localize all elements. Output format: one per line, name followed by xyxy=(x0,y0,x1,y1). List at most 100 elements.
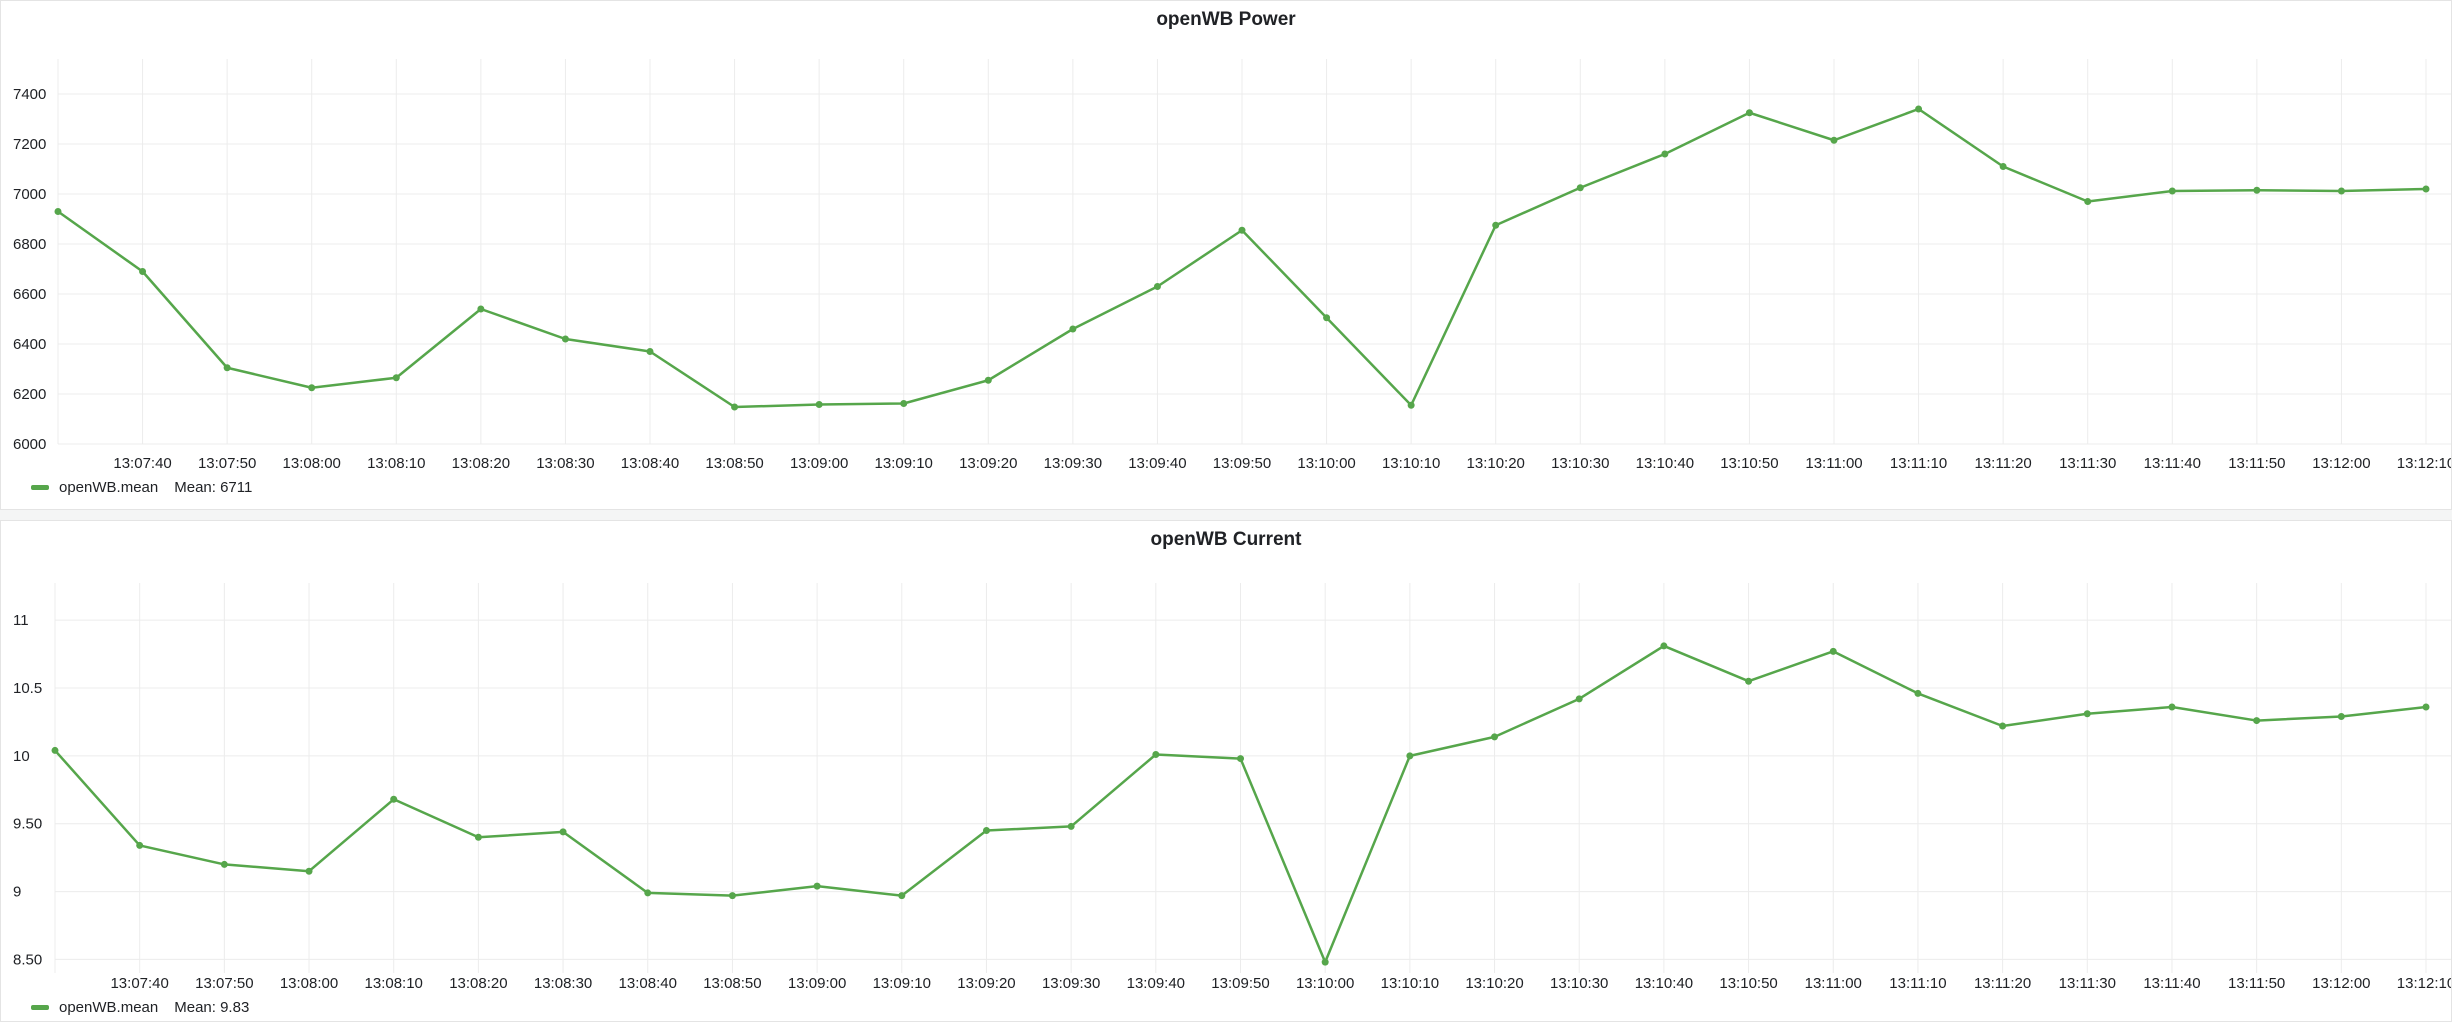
data-point xyxy=(1999,163,2007,170)
x-tick-label: 13:09:20 xyxy=(959,455,1017,471)
data-point xyxy=(728,892,736,900)
legend-series-label[interactable]: openWB.mean xyxy=(59,479,159,496)
legend-series-label[interactable]: openWB.mean xyxy=(59,999,159,1016)
data-point xyxy=(51,746,59,754)
data-point xyxy=(1914,689,1922,697)
legend[interactable]: openWB.mean Mean: 9.83 xyxy=(31,999,249,1016)
y-tick-label: 11 xyxy=(13,612,29,629)
x-tick-label: 13:08:20 xyxy=(449,975,507,991)
data-point xyxy=(1575,695,1583,703)
x-tick-label: 13:12:00 xyxy=(2312,455,2370,471)
data-point xyxy=(815,401,823,408)
data-point xyxy=(1830,136,1838,144)
data-point xyxy=(984,376,992,384)
x-tick-label: 13:10:20 xyxy=(1465,975,1523,991)
x-tick-label: 13:09:10 xyxy=(873,975,931,991)
data-point xyxy=(54,208,62,215)
data-point xyxy=(2422,703,2430,711)
data-point xyxy=(1492,221,1500,229)
data-point xyxy=(900,400,908,407)
data-point xyxy=(561,335,569,343)
legend-mean-stat: Mean: 9.83 xyxy=(174,999,250,1016)
y-tick-label: 9.50 xyxy=(13,816,42,833)
x-tick-label: 13:08:00 xyxy=(280,975,338,991)
data-point xyxy=(305,867,313,875)
x-tick-label: 13:07:40 xyxy=(113,455,171,471)
x-tick-label: 13:10:20 xyxy=(1467,455,1525,471)
data-point xyxy=(813,882,821,890)
data-point xyxy=(1660,642,1668,650)
data-point xyxy=(646,348,654,355)
y-tick-label: 10 xyxy=(13,748,30,765)
data-point xyxy=(1069,325,1077,333)
x-tick-label: 13:10:40 xyxy=(1636,455,1694,471)
x-tick-label: 13:08:20 xyxy=(452,455,510,471)
x-tick-label: 13:07:40 xyxy=(110,975,168,991)
x-tick-label: 13:09:50 xyxy=(1213,455,1271,471)
x-tick-label: 13:09:00 xyxy=(788,975,846,991)
x-tick-label: 13:10:50 xyxy=(1719,975,1777,991)
grid xyxy=(54,583,2451,973)
data-point xyxy=(1406,752,1414,760)
data-point xyxy=(1321,958,1329,966)
data-point xyxy=(1491,733,1499,741)
x-tick-label: 13:11:20 xyxy=(1975,455,2032,471)
x-tick-label: 13:08:50 xyxy=(703,975,761,991)
x-tick-label: 13:11:50 xyxy=(2228,975,2285,991)
x-tick-label: 13:09:40 xyxy=(1127,975,1185,991)
data-point xyxy=(1745,109,1753,117)
y-tick-label: 6000 xyxy=(13,436,46,453)
data-point xyxy=(136,841,144,849)
data-point xyxy=(474,833,482,841)
x-tick-label: 13:12:10 xyxy=(2397,455,2452,471)
x-tick-label: 13:09:10 xyxy=(875,455,933,471)
data-point xyxy=(1661,150,1669,158)
y-tick-label: 9 xyxy=(13,884,21,901)
legend-mean-stat: Mean: 6711 xyxy=(174,479,253,496)
x-tick-label: 13:11:00 xyxy=(1805,455,1862,471)
data-point xyxy=(2253,186,2261,194)
x-tick-label: 13:11:30 xyxy=(2059,455,2116,471)
legend-swatch xyxy=(31,485,49,490)
data-point xyxy=(1153,283,1161,290)
data-point xyxy=(1323,314,1331,322)
data-point xyxy=(731,403,739,411)
x-tick-label: 13:08:10 xyxy=(365,975,423,991)
data-point xyxy=(308,384,316,392)
x-tick-label: 13:10:00 xyxy=(1297,455,1355,471)
data-point xyxy=(1238,226,1246,234)
data-point xyxy=(1915,105,1923,113)
panel-title: openWB Power xyxy=(1156,9,1296,30)
y-tick-label: 6600 xyxy=(13,286,46,303)
x-tick-label: 13:08:00 xyxy=(283,455,341,471)
y-tick-label: 7000 xyxy=(13,186,46,203)
legend[interactable]: openWB.mean Mean: 6711 xyxy=(31,479,252,496)
x-tick-label: 13:08:40 xyxy=(621,455,679,471)
data-point xyxy=(1237,755,1244,763)
data-point xyxy=(477,305,485,313)
data-point xyxy=(2168,703,2176,711)
data-point xyxy=(1407,401,1415,409)
x-tick-label: 13:09:50 xyxy=(1211,975,1269,991)
x-tick-label: 13:10:40 xyxy=(1635,975,1693,991)
x-tick-label: 13:12:00 xyxy=(2312,975,2370,991)
x-tick-label: 13:10:30 xyxy=(1550,975,1608,991)
x-tick-label: 13:10:10 xyxy=(1381,975,1439,991)
x-tick-label: 13:08:10 xyxy=(367,455,425,471)
data-point xyxy=(2337,187,2345,195)
x-tick-label: 13:07:50 xyxy=(198,455,256,471)
data-point xyxy=(1829,647,1837,655)
x-tick-label: 13:08:50 xyxy=(705,455,763,471)
data-point xyxy=(220,860,228,868)
x-tick-label: 13:11:50 xyxy=(2228,455,2285,471)
x-tick-label: 13:11:20 xyxy=(1974,975,2031,991)
y-tick-label: 7200 xyxy=(13,136,46,153)
data-point xyxy=(2253,717,2261,725)
x-tick-label: 13:08:40 xyxy=(619,975,677,991)
current-panel: openWB Current 8.50 9 9.50 10 10.5 11 13:07:40… xyxy=(0,520,2452,1022)
data-point xyxy=(2422,185,2430,193)
data-point xyxy=(392,374,400,382)
current-chart: 8.50 9 9.50 10 10.5 11 13:07:40 13:07:50 13:08:0… xyxy=(13,583,2451,991)
x-tick-label: 13:10:10 xyxy=(1382,455,1440,471)
x-tick-label: 13:10:30 xyxy=(1551,455,1609,471)
